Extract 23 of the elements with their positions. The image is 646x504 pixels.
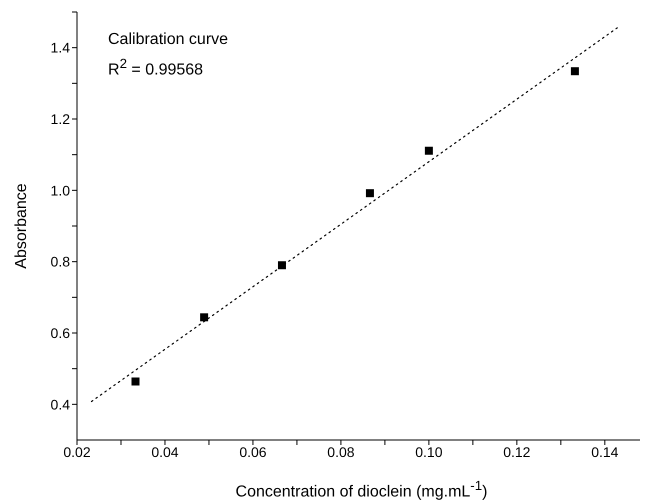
x-tick-label: 0.12 xyxy=(503,444,531,460)
annotation: Calibration curve xyxy=(108,30,228,50)
point xyxy=(424,146,433,155)
y-tick-label: 1.0 xyxy=(50,182,70,198)
y-tick-label: 0.8 xyxy=(50,254,70,270)
point xyxy=(132,378,140,386)
x-axis-title: Concentration of dioclein (mg.mL$^{-1}$) xyxy=(234,478,488,502)
y-tick-label: 0.6 xyxy=(50,324,70,341)
x-tick-label: 0.08 xyxy=(327,444,355,460)
point xyxy=(200,313,208,322)
x-tick-label: 0.06 xyxy=(239,444,267,460)
y-tick-label: 0.4 xyxy=(50,396,70,412)
y-tick-label: 1.2 xyxy=(50,110,70,127)
annotation: R$^{2}$ = 0.99568 xyxy=(108,55,204,80)
x-tick-label: 0.04 xyxy=(151,444,179,460)
x-tick-label: 0.14 xyxy=(591,444,619,460)
point xyxy=(570,67,579,76)
point xyxy=(278,261,286,270)
y-axis-title: Absorbance xyxy=(13,183,31,269)
x-tick-label: 0.02 xyxy=(63,444,91,460)
y-tick-label: 1.4 xyxy=(50,40,70,56)
x-tick-label: 0.10 xyxy=(415,444,443,460)
point xyxy=(366,189,374,198)
